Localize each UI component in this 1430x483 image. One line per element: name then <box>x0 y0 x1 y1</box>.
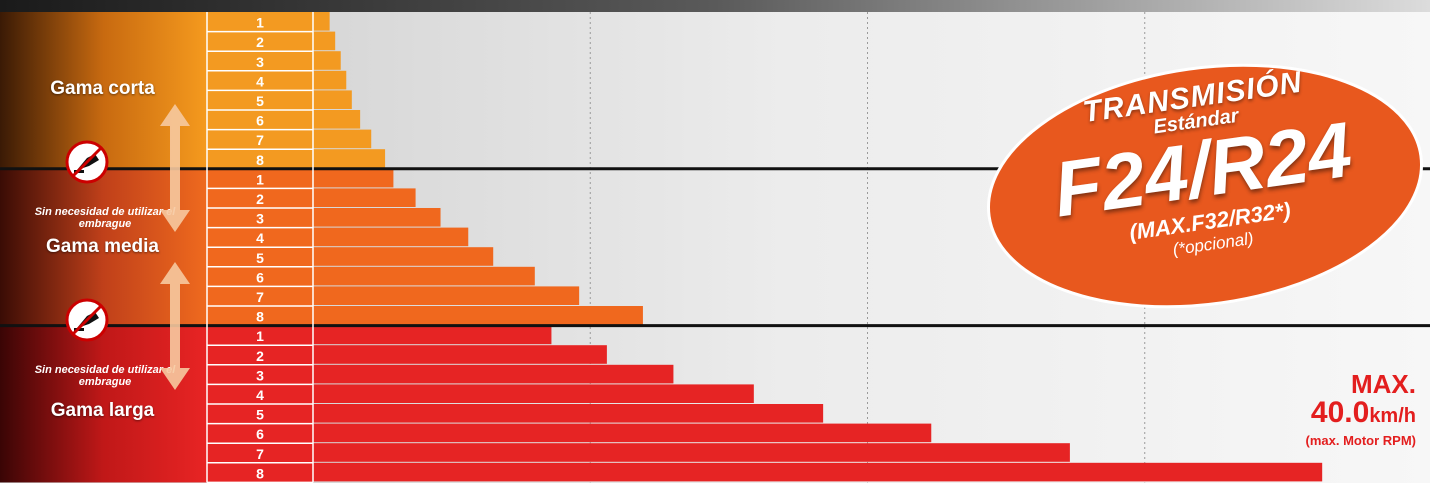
gear-label: 5 <box>256 250 264 266</box>
bar <box>313 306 643 325</box>
range-label-larga: Gama larga <box>50 400 155 421</box>
clutch-note-1: Sin necesidad de utilizar el embrague <box>34 206 176 230</box>
gear-label: 2 <box>256 191 264 207</box>
bar <box>313 31 336 51</box>
gear-label: 8 <box>256 309 264 325</box>
bar <box>313 149 386 168</box>
gear-label: 4 <box>256 387 264 403</box>
bar <box>313 12 330 31</box>
bar <box>313 90 352 109</box>
gear-label: 8 <box>256 152 264 168</box>
pedal-no-clutch-icon <box>65 298 109 342</box>
gear-label: 7 <box>256 132 264 148</box>
gear-label: 1 <box>256 15 264 31</box>
gear-label: 2 <box>256 34 264 50</box>
bar <box>313 110 361 129</box>
gear-label: 7 <box>256 446 264 462</box>
bar <box>313 443 1070 462</box>
max-note: (max. Motor RPM) <box>1305 433 1417 448</box>
max-value-line: 40.0km/h <box>1306 396 1416 431</box>
bar <box>313 208 441 227</box>
bar <box>313 286 580 305</box>
bar <box>313 129 372 149</box>
gear-label: 7 <box>256 289 264 305</box>
gear-label: 4 <box>256 73 264 89</box>
gear-label: 6 <box>256 426 264 442</box>
max-value: 40.0 <box>1310 396 1370 429</box>
top-band <box>0 0 1430 12</box>
bar <box>313 266 535 286</box>
bar <box>313 51 341 70</box>
range-label-corta: Gama corta <box>50 78 155 99</box>
transmission-badge <box>986 63 1424 309</box>
bar <box>313 325 552 345</box>
gear-label: 1 <box>256 328 264 344</box>
double-arrow-icon <box>160 104 190 232</box>
pedal-no-clutch-icon <box>65 140 109 184</box>
bar <box>313 364 674 384</box>
bar <box>313 423 932 443</box>
max-line1: MAX. <box>1351 369 1416 399</box>
gear-label: 3 <box>256 211 264 227</box>
max-unit: km/h <box>1369 405 1416 427</box>
bar <box>313 188 416 207</box>
clutch-note-2: Sin necesidad de utilizar el embrague <box>34 364 176 388</box>
max-speed-label: MAX. 40.0km/h (max. Motor RPM) <box>1306 370 1417 451</box>
gear-label: 3 <box>256 54 264 70</box>
bar <box>313 384 754 403</box>
gear-label: 5 <box>256 93 264 109</box>
gear-label: 3 <box>256 367 264 383</box>
gear-label: 6 <box>256 269 264 285</box>
bar <box>313 462 1323 482</box>
gear-label: 1 <box>256 171 264 187</box>
bar <box>313 70 347 90</box>
double-arrow-icon <box>160 262 190 390</box>
bar <box>313 227 469 247</box>
bar <box>313 345 607 364</box>
gear-label: 2 <box>256 348 264 364</box>
range-label-media: Gama media <box>46 236 159 257</box>
gear-label: 6 <box>256 113 264 129</box>
gear-label: 8 <box>256 465 264 481</box>
gear-label: 4 <box>256 230 264 246</box>
gear-label: 5 <box>256 407 264 423</box>
bar <box>313 404 824 423</box>
bar <box>313 168 394 188</box>
bar <box>313 247 494 266</box>
